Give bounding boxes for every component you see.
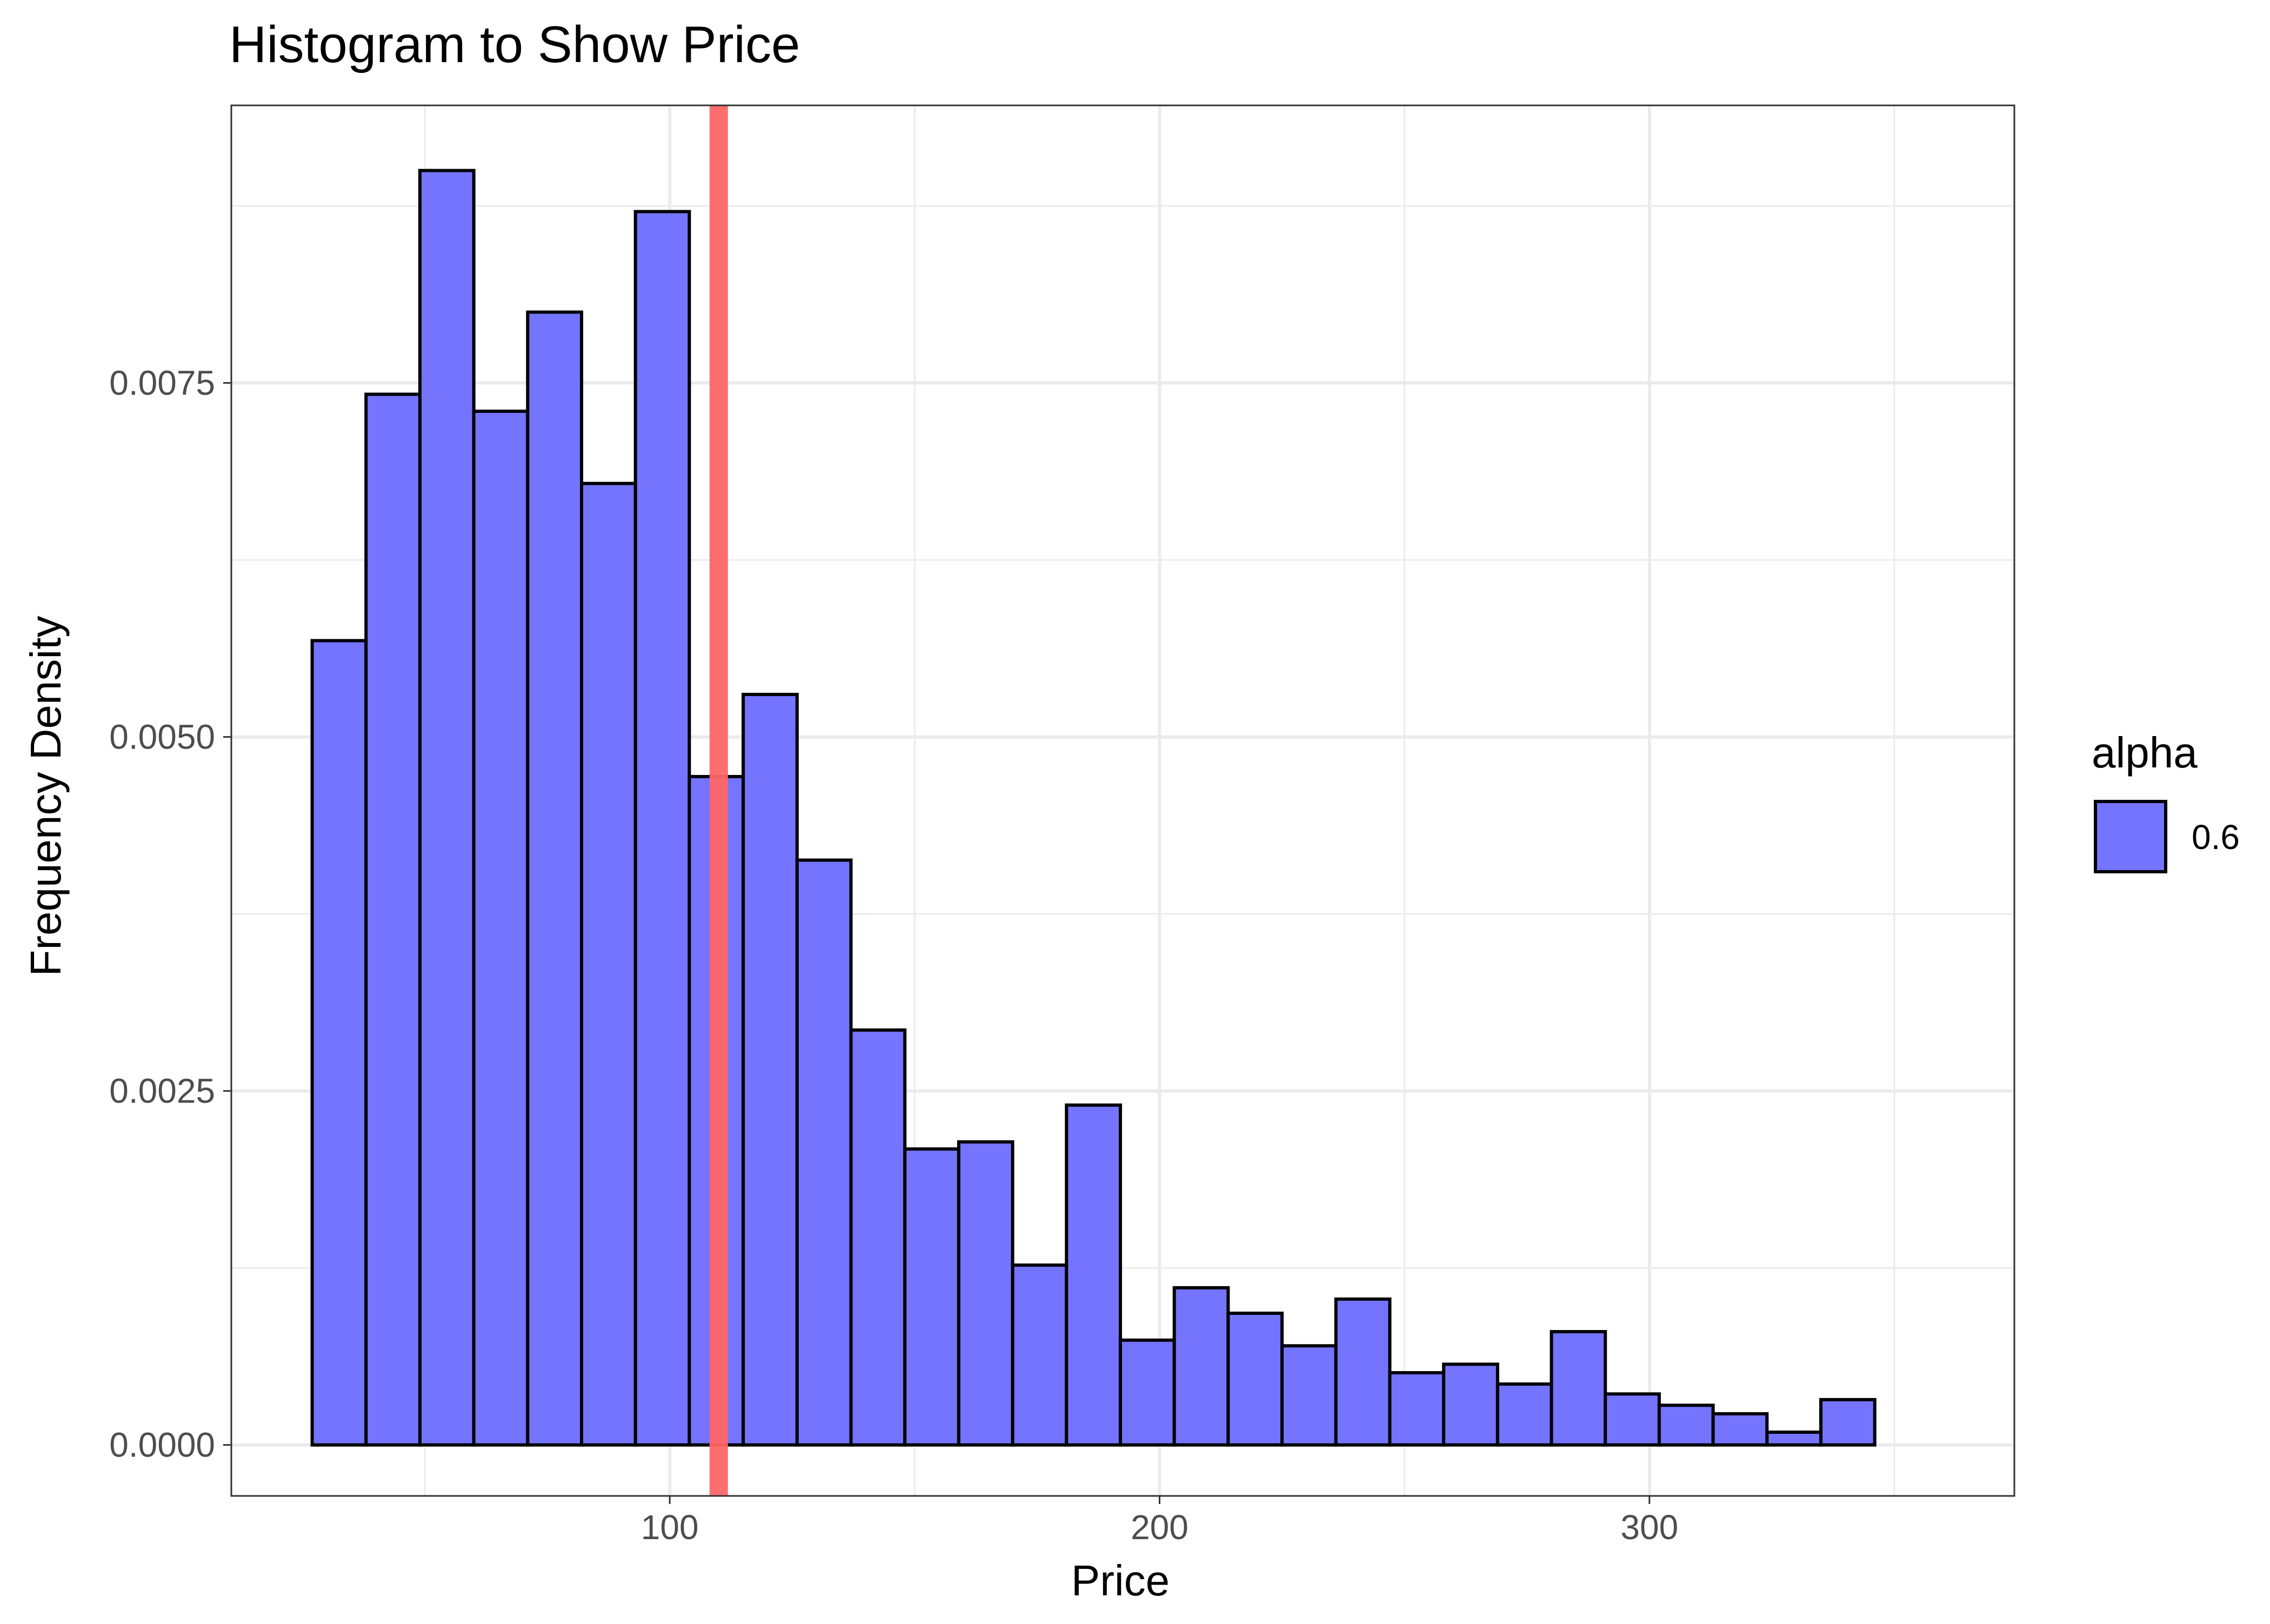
histogram-bar <box>1334 1297 1392 1447</box>
y-tick-label: 0.0025 <box>109 1072 215 1111</box>
legend-key <box>2094 800 2167 873</box>
x-tick-label: 200 <box>1131 1508 1189 1547</box>
histogram-bar <box>1011 1263 1069 1447</box>
histogram-bar <box>742 692 799 1447</box>
histogram-bar <box>1280 1344 1338 1447</box>
histogram-bar <box>1604 1392 1661 1447</box>
chart-title: Histogram to Show Price <box>229 16 800 73</box>
histogram-bar <box>418 169 476 1447</box>
histogram-bar <box>1442 1362 1499 1447</box>
y-tick-label: 0.0075 <box>109 364 215 403</box>
x-axis-title: Price <box>1071 1556 1170 1605</box>
histogram-bar <box>1118 1338 1176 1447</box>
histogram-bar <box>310 639 368 1447</box>
histogram-bar <box>1765 1431 1823 1447</box>
histogram-bar <box>1657 1404 1715 1447</box>
histogram-bar <box>1495 1382 1553 1447</box>
y-tick-label: 0.0000 <box>109 1426 215 1465</box>
legend-title: alpha <box>2092 729 2198 777</box>
histogram-bar <box>526 310 584 1447</box>
histogram-bar <box>1819 1398 1877 1447</box>
y-axis: 0.0000 0.0025 0.0050 0.0075 <box>109 364 231 1465</box>
histogram-bar <box>364 392 422 1447</box>
histogram-bar <box>795 858 853 1447</box>
histogram-bar <box>1550 1330 1607 1447</box>
histogram-bar <box>1172 1286 1230 1447</box>
legend: alpha 0.6 <box>2092 729 2240 873</box>
histogram-bar <box>957 1140 1014 1447</box>
histogram-bar <box>1388 1371 1446 1447</box>
panel-border <box>230 104 2015 1497</box>
histogram-bar <box>580 482 637 1447</box>
legend-label: 0.6 <box>2192 818 2240 857</box>
histogram-bar <box>903 1147 960 1447</box>
histogram-bar <box>1065 1103 1122 1447</box>
histogram-bar <box>633 210 691 1447</box>
histogram-bar <box>472 409 530 1447</box>
y-tick-label: 0.0050 <box>109 718 215 757</box>
x-tick-label: 100 <box>641 1508 699 1547</box>
x-axis: 100 200 300 <box>641 1496 1678 1547</box>
bars-layer <box>310 169 1877 1447</box>
x-tick-label: 300 <box>1620 1508 1678 1547</box>
histogram-bar <box>1226 1311 1284 1447</box>
histogram-bar <box>1711 1412 1769 1447</box>
histogram-bar <box>849 1028 907 1447</box>
y-axis-title: Frequency Density <box>22 616 70 977</box>
